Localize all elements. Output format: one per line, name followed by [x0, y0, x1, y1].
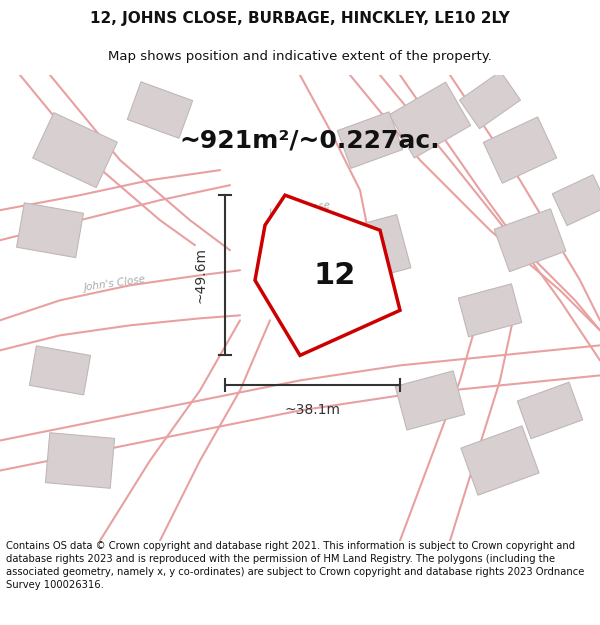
Polygon shape — [552, 175, 600, 226]
Polygon shape — [461, 426, 539, 495]
Text: John's Close: John's Close — [268, 201, 332, 219]
Text: ~49.6m: ~49.6m — [193, 248, 207, 303]
Polygon shape — [46, 432, 115, 488]
Polygon shape — [337, 112, 403, 168]
Polygon shape — [389, 82, 470, 158]
Text: 12: 12 — [314, 261, 356, 290]
Polygon shape — [329, 214, 411, 286]
Text: 12, JOHNS CLOSE, BURBAGE, HINCKLEY, LE10 2LY: 12, JOHNS CLOSE, BURBAGE, HINCKLEY, LE10… — [90, 11, 510, 26]
Polygon shape — [484, 117, 557, 183]
Polygon shape — [17, 202, 83, 258]
Polygon shape — [494, 209, 566, 272]
Polygon shape — [517, 382, 583, 439]
Polygon shape — [395, 371, 465, 430]
Text: ~921m²/~0.227ac.: ~921m²/~0.227ac. — [179, 128, 440, 152]
Polygon shape — [127, 82, 193, 138]
Text: Contains OS data © Crown copyright and database right 2021. This information is : Contains OS data © Crown copyright and d… — [6, 541, 584, 590]
Polygon shape — [458, 284, 522, 337]
Polygon shape — [29, 346, 91, 395]
Text: John's Close: John's Close — [83, 274, 146, 292]
Polygon shape — [460, 71, 521, 129]
Text: Map shows position and indicative extent of the property.: Map shows position and indicative extent… — [108, 50, 492, 62]
Text: ~38.1m: ~38.1m — [284, 404, 341, 418]
Polygon shape — [33, 112, 117, 188]
Polygon shape — [255, 195, 400, 356]
